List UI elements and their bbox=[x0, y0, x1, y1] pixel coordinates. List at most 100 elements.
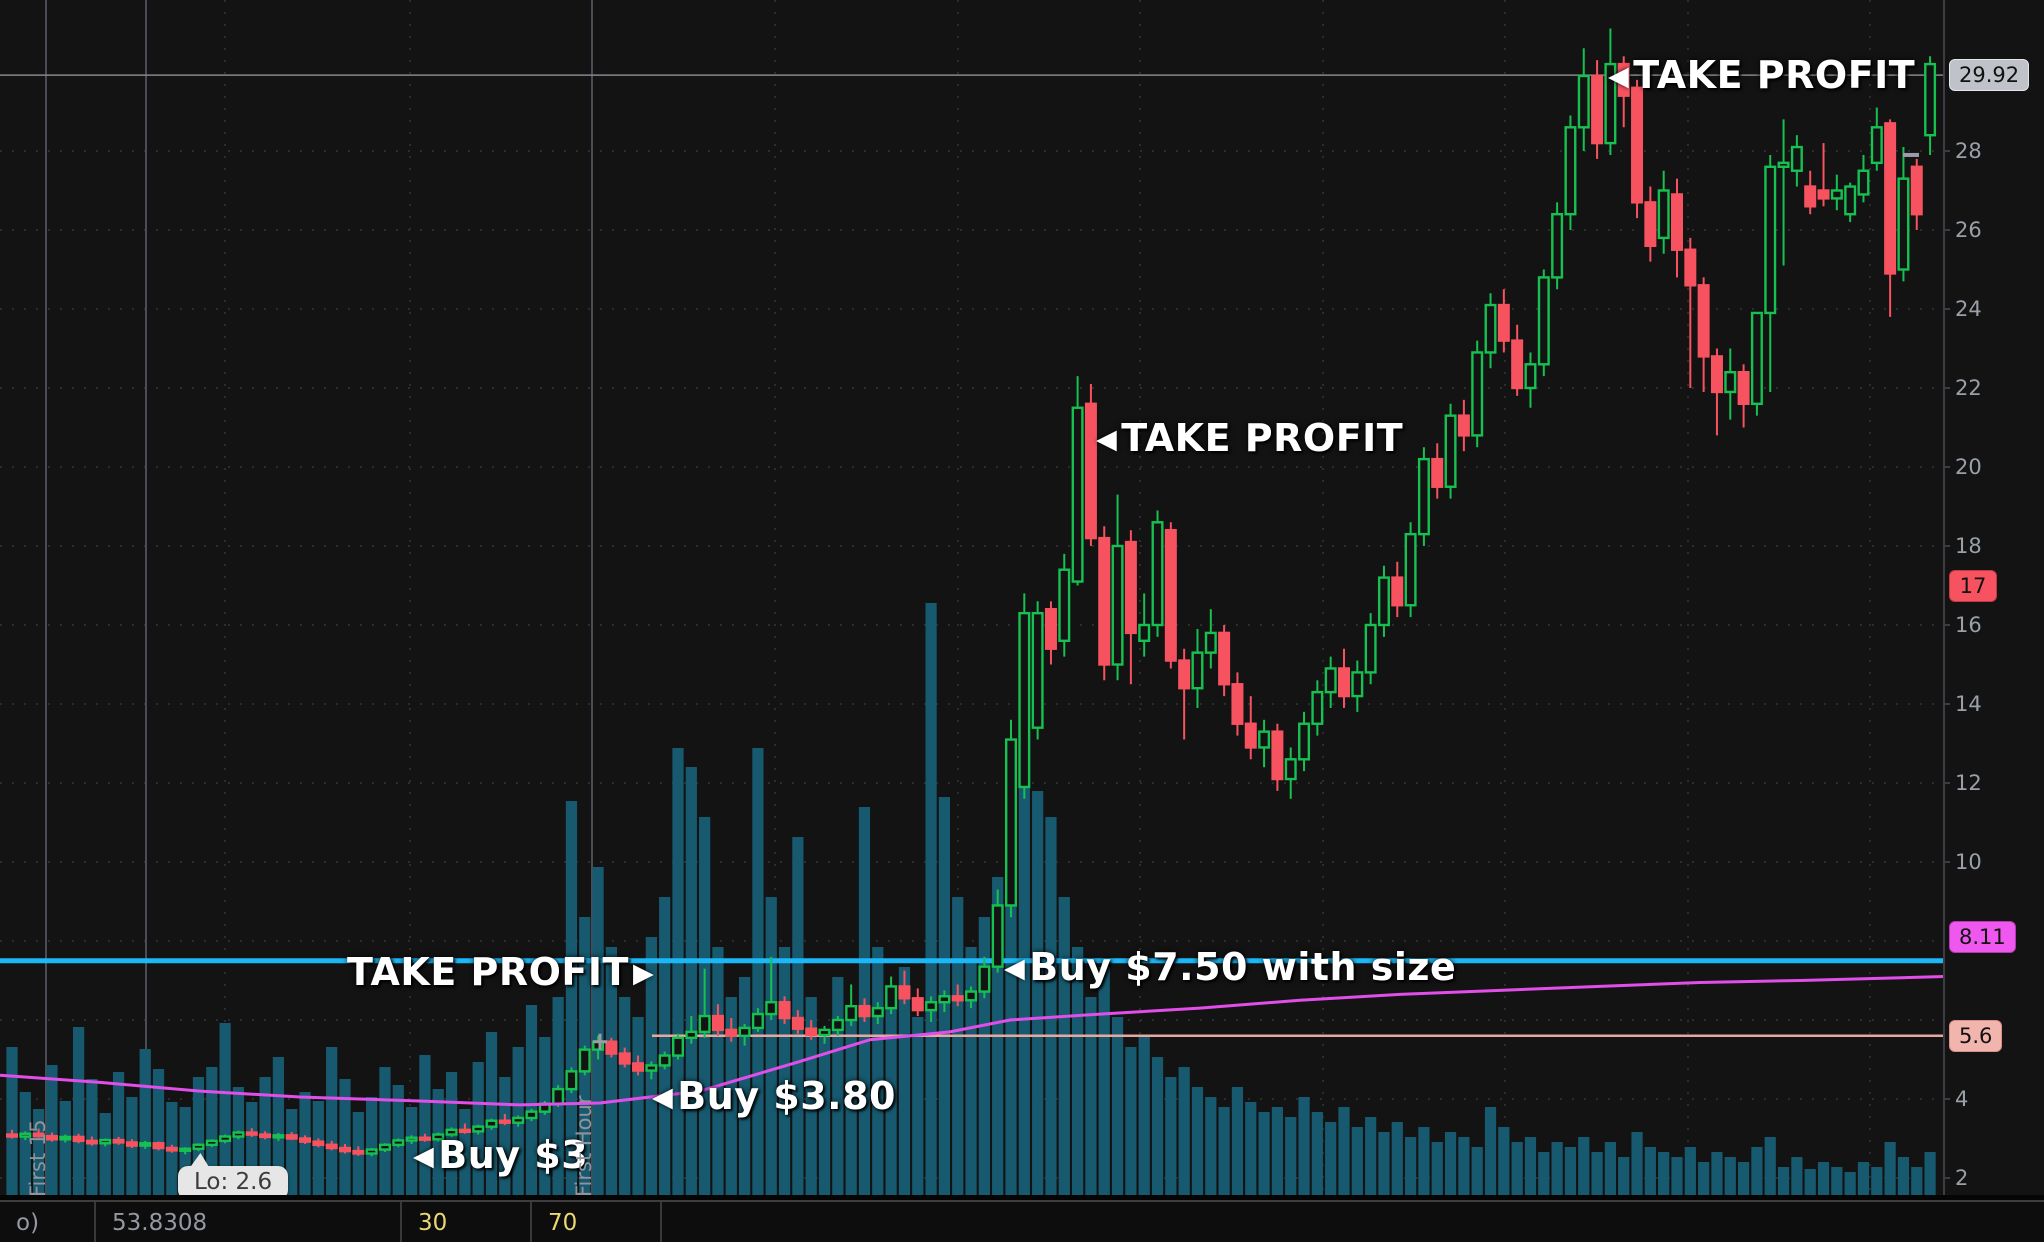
volume-bar bbox=[925, 603, 937, 1197]
candle-body bbox=[312, 1140, 325, 1147]
indicator-param-overbought[interactable]: 70 bbox=[532, 1202, 662, 1242]
volume-bar bbox=[219, 1023, 231, 1197]
volume-bar bbox=[1378, 1132, 1390, 1197]
annotation-buy-3[interactable]: ◀ Buy $3 ▶ bbox=[413, 1133, 588, 1177]
alert-price-badge[interactable]: 17 bbox=[1949, 569, 1997, 602]
volume-bar bbox=[1458, 1137, 1470, 1197]
volume-bar bbox=[1884, 1142, 1896, 1197]
price-axis-tick: 2 bbox=[1955, 1166, 1968, 1190]
candle-body bbox=[965, 990, 978, 1002]
price-axis-tick: 18 bbox=[1955, 534, 1982, 558]
candle-body bbox=[578, 1048, 591, 1073]
candle-body bbox=[1218, 631, 1231, 686]
low-price-tooltip: Lo: 2.6 bbox=[178, 1166, 289, 1200]
candle-body bbox=[1018, 611, 1031, 789]
volume-bar bbox=[1058, 897, 1070, 1197]
volume-bar bbox=[1698, 1162, 1710, 1197]
annotation-label: Buy $3 bbox=[438, 1133, 589, 1178]
indicator-value: 53.8308 bbox=[96, 1202, 402, 1242]
candlestick-chart-canvas[interactable]: 28 26 24 22 20 18 16 14 12 10 4 2 bbox=[0, 0, 2044, 1200]
volume-bar bbox=[1311, 1112, 1323, 1197]
annotation-take-profit-left[interactable]: ◀ TAKE PROFIT ▶ bbox=[347, 950, 654, 994]
candle-body bbox=[1870, 126, 1883, 165]
volume-bar bbox=[192, 1077, 205, 1197]
volume-bar bbox=[1871, 1167, 1883, 1197]
indicator-statusbar: o) 53.8308 30 70 bbox=[0, 1200, 2044, 1242]
volume-bar bbox=[1911, 1167, 1923, 1197]
candle-body bbox=[59, 1135, 72, 1141]
candle-body bbox=[938, 995, 951, 1004]
annotation-label: TAKE PROFIT bbox=[1121, 416, 1404, 461]
candle-body bbox=[1857, 169, 1870, 196]
volume-bar bbox=[1591, 1152, 1603, 1197]
candle-body bbox=[259, 1133, 272, 1139]
candle-body bbox=[1324, 667, 1337, 694]
candle-body bbox=[498, 1119, 511, 1124]
volume-bar bbox=[1511, 1142, 1523, 1197]
candle-body bbox=[139, 1142, 152, 1147]
candle-body bbox=[725, 1028, 738, 1037]
volume-bar bbox=[1245, 1102, 1257, 1197]
price-axis-tick: 10 bbox=[1955, 850, 1982, 874]
volume-bar bbox=[832, 977, 844, 1197]
volume-bar bbox=[872, 947, 884, 1197]
volume-bar bbox=[73, 1027, 85, 1197]
volume-bar bbox=[1205, 1097, 1217, 1197]
annotation-buy-380[interactable]: ◀ Buy $3.80 ▶ bbox=[652, 1074, 896, 1118]
volume-bar bbox=[1711, 1152, 1723, 1197]
candle-body bbox=[925, 1001, 938, 1012]
volume-bar bbox=[339, 1079, 351, 1197]
candle-body bbox=[72, 1135, 85, 1143]
candle-body bbox=[778, 1001, 791, 1020]
volume-bar bbox=[1524, 1137, 1537, 1197]
price-axis-tick: 12 bbox=[1955, 771, 1982, 795]
arrow-left-icon: ◀ bbox=[652, 1081, 674, 1113]
volume-bar bbox=[1924, 1152, 1936, 1197]
indicator-param-oversold[interactable]: 30 bbox=[402, 1202, 532, 1242]
annotation-take-profit-mid[interactable]: ◀ TAKE PROFIT ▶ bbox=[1096, 416, 1403, 460]
candle-body bbox=[1191, 651, 1204, 690]
volume-bar bbox=[845, 1017, 857, 1197]
volume-bar bbox=[1032, 791, 1044, 1197]
candle-body bbox=[1591, 74, 1604, 145]
candle-body bbox=[618, 1052, 631, 1065]
candle-body bbox=[1124, 540, 1137, 635]
candle-body bbox=[418, 1136, 431, 1141]
candle-body bbox=[1564, 126, 1577, 216]
candle-body bbox=[1204, 631, 1217, 654]
volume-bar bbox=[1751, 1147, 1763, 1197]
volume-bar bbox=[1111, 1017, 1124, 1197]
candle-body bbox=[1497, 303, 1510, 342]
candle-body bbox=[831, 1018, 844, 1032]
candle-body bbox=[378, 1143, 391, 1151]
volume-bar bbox=[1218, 1107, 1230, 1197]
candle-body bbox=[1524, 363, 1537, 390]
candle-body bbox=[1457, 414, 1470, 437]
volume-bar bbox=[565, 801, 578, 1197]
candle-body bbox=[1244, 722, 1257, 749]
volume-bar bbox=[1777, 1167, 1790, 1197]
volume-bar bbox=[1125, 1047, 1137, 1197]
volume-bar bbox=[1138, 1037, 1150, 1197]
volume-bar bbox=[778, 947, 791, 1197]
candle-body bbox=[1298, 722, 1311, 761]
volume-bar bbox=[752, 748, 764, 1197]
annotation-take-profit-top[interactable]: ◀ TAKE PROFIT ▶ bbox=[1608, 53, 1915, 97]
volume-bar bbox=[1804, 1169, 1816, 1197]
candle-body bbox=[1258, 730, 1271, 749]
price-axis-tick: 14 bbox=[1955, 692, 1982, 716]
volume-bar bbox=[632, 1017, 644, 1197]
candle-body bbox=[632, 1062, 645, 1072]
volume-bar bbox=[1072, 947, 1084, 1197]
candle-body bbox=[978, 965, 991, 993]
volume-bar bbox=[326, 1047, 338, 1197]
candle-body bbox=[1151, 521, 1164, 627]
volume-bar bbox=[232, 1087, 245, 1197]
volume-bar bbox=[1897, 1157, 1910, 1197]
annotation-buy-750[interactable]: ◀ Buy $7.50 with size ▶ bbox=[1004, 945, 1456, 989]
candle-body bbox=[1684, 248, 1697, 287]
volume-bar bbox=[1178, 1067, 1190, 1197]
arrow-left-icon: ◀ bbox=[413, 1140, 435, 1172]
chart-pane[interactable]: 28 26 24 22 20 18 16 14 12 10 4 2 ◀ TAKE PROFIT ▶ ◀… bbox=[0, 0, 2044, 1200]
candle-body bbox=[1284, 758, 1297, 781]
